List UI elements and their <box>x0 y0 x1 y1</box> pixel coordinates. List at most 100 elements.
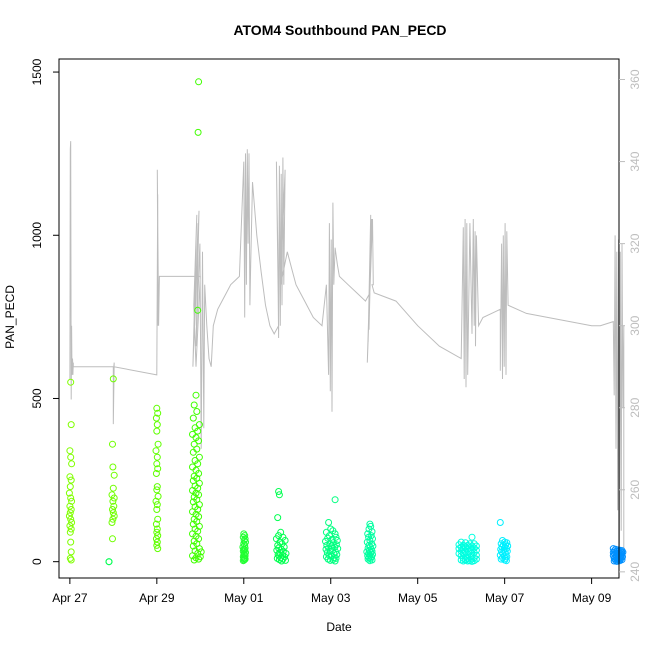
data-point <box>153 421 161 429</box>
data-point <box>282 550 290 557</box>
y2-tick-label: 340 <box>628 151 642 171</box>
data-point <box>196 553 204 561</box>
y-axis: 0 500 1000 1500 <box>30 58 59 565</box>
data-point <box>189 552 196 560</box>
data-point <box>470 540 478 548</box>
data-point <box>193 408 201 415</box>
data-point <box>153 506 161 513</box>
y2-tick-label: 260 <box>628 479 642 499</box>
data-point <box>282 556 289 564</box>
data-point <box>333 537 341 544</box>
data-point <box>472 546 480 554</box>
data-point <box>66 522 74 530</box>
data-point <box>67 476 75 484</box>
data-point <box>332 533 340 541</box>
data-point <box>468 533 476 541</box>
data-point <box>239 557 247 565</box>
data-point <box>189 542 197 550</box>
data-point <box>195 491 203 499</box>
data-point <box>459 557 467 565</box>
y-tick-label: 0 <box>30 558 44 565</box>
series-10 <box>496 519 512 565</box>
data-point <box>153 541 161 549</box>
data-point <box>67 453 75 461</box>
data-point <box>468 555 476 563</box>
data-point <box>109 484 117 492</box>
data-point <box>105 558 113 566</box>
x-tick-label: Apr 29 <box>139 591 175 605</box>
data-point <box>109 497 117 505</box>
data-point <box>240 556 248 564</box>
data-point <box>189 530 196 538</box>
data-point <box>192 391 200 399</box>
data-point <box>278 557 286 565</box>
data-point <box>197 548 205 556</box>
series-4 <box>239 530 249 565</box>
data-point <box>275 488 283 495</box>
data-point <box>67 538 75 546</box>
data-point <box>109 515 117 523</box>
y2-axis: 240 260 280 300 320 340 360 <box>619 69 642 582</box>
data-point <box>322 545 330 553</box>
data-point <box>67 515 75 523</box>
data-point <box>152 447 160 455</box>
data-point <box>274 514 282 522</box>
data-point <box>194 128 202 136</box>
data-point <box>67 494 75 502</box>
data-point <box>502 557 510 565</box>
data-point <box>152 497 160 505</box>
x-axis: Apr 27 Apr 29 May 01 May 03 May 05 May 07 May … <box>52 577 612 605</box>
data-point <box>328 536 336 543</box>
data-point <box>195 437 203 445</box>
data-point <box>240 537 248 544</box>
data-point <box>66 447 74 455</box>
data-point <box>610 557 618 565</box>
x-tick-label: May 01 <box>224 591 264 605</box>
data-point <box>241 532 249 540</box>
data-point <box>152 535 160 543</box>
data-point <box>109 463 117 471</box>
data-point <box>464 557 472 565</box>
data-point <box>472 542 480 550</box>
data-point <box>154 440 162 448</box>
data-point <box>154 515 162 523</box>
x-tick-label: May 07 <box>485 591 525 605</box>
chart-title: ATOM4 Southbound PAN_PECD <box>233 22 446 38</box>
data-point <box>109 535 116 543</box>
data-point <box>67 556 75 564</box>
x-tick-label: May 05 <box>398 591 438 605</box>
series-0 <box>65 378 76 564</box>
data-point <box>153 427 161 435</box>
data-point <box>496 519 504 526</box>
data-point <box>468 557 476 565</box>
data-point <box>153 528 161 536</box>
data-point <box>65 512 73 520</box>
series-8 <box>363 520 377 565</box>
series-9 <box>455 533 480 565</box>
x-tick-label: Apr 27 <box>52 591 88 605</box>
data-point <box>109 509 117 517</box>
data-point <box>194 460 202 468</box>
y-tick-label: 500 <box>30 388 44 408</box>
data-point <box>153 404 161 412</box>
data-point <box>67 378 75 386</box>
series-3 <box>189 78 205 564</box>
data-point <box>457 543 465 551</box>
data-point <box>327 525 335 533</box>
data-point <box>468 546 476 554</box>
y2-tick-label: 360 <box>628 69 642 89</box>
data-point <box>364 530 372 538</box>
y2-tick-label: 320 <box>628 233 642 253</box>
data-point <box>468 542 476 550</box>
y2-tick-label: 300 <box>628 315 642 335</box>
data-point <box>153 538 161 546</box>
data-point <box>153 453 161 461</box>
data-point <box>66 528 74 536</box>
data-point <box>194 427 202 435</box>
data-point <box>195 501 203 509</box>
data-point <box>455 541 463 549</box>
data-point <box>241 555 249 563</box>
data-point <box>190 401 198 409</box>
data-point <box>152 414 160 422</box>
